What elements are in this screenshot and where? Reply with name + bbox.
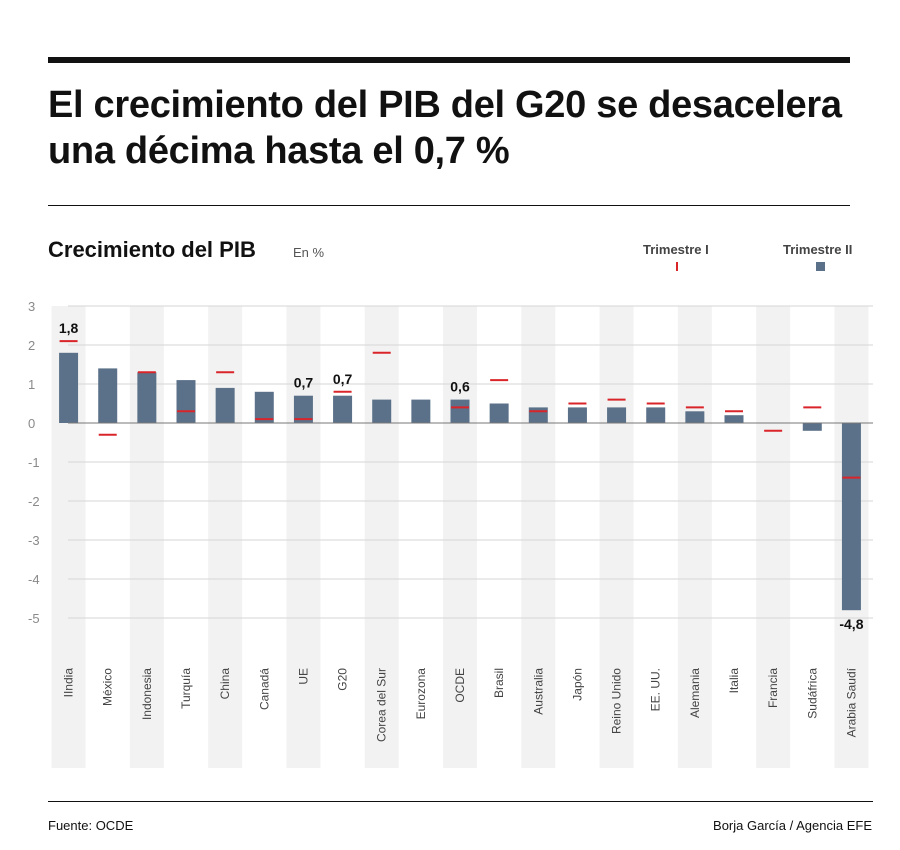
y-tick-label: -3 (28, 533, 40, 548)
category-band (364, 306, 399, 768)
bar (411, 399, 431, 423)
bar (59, 352, 79, 423)
y-tick-label: -1 (28, 455, 40, 470)
data-label: 0,7 (294, 375, 314, 391)
x-tick-label: Canadá (257, 668, 271, 710)
top-rule (48, 57, 850, 63)
markers-trimestre-1 (59, 340, 861, 479)
x-tick-label: México (101, 668, 115, 706)
bar (489, 403, 509, 423)
bar (333, 395, 353, 423)
bar (567, 407, 587, 423)
x-tick-label: UE (296, 668, 310, 685)
data-label: -4,8 (839, 616, 863, 632)
bar (724, 415, 744, 423)
bar (293, 395, 313, 423)
y-tick-label: 3 (28, 299, 35, 314)
y-tick-label: -5 (28, 611, 40, 626)
category-band (677, 306, 712, 768)
x-tick-label: Corea del Sur (375, 668, 389, 742)
x-tick-label: Francia (766, 668, 780, 708)
x-axis-category-labels: IIndia México Indonesia Turquía China Canadá U… (62, 667, 859, 742)
gdp-growth-chart: 3 2 1 0 -1 -2 -3 -4 -5 1,8 0,7 0,7 0,6 -4,8 IIndia Mé… (28, 299, 873, 768)
bar (841, 423, 861, 611)
x-tick-label: China (218, 668, 232, 700)
y-axis-tick-labels: 3 2 1 0 -1 -2 -3 -4 -5 (28, 299, 40, 626)
x-tick-label: G20 (336, 668, 350, 691)
source-note: Fuente: OCDE (48, 818, 134, 833)
x-tick-label: Arabia Saudí (844, 667, 858, 737)
bar (372, 399, 392, 423)
x-tick-label: Eurozona (414, 668, 428, 720)
legend-marker-trimestre-1 (676, 262, 678, 271)
footer-divider (48, 801, 873, 802)
x-tick-label: Sudáfrica (805, 668, 819, 719)
x-tick-label: OCDE (453, 668, 467, 703)
legend-label-trimestre-2: Trimestre II (783, 242, 853, 257)
bar (802, 423, 822, 431)
x-tick-label: IIndia (62, 668, 76, 698)
bar (685, 411, 705, 423)
data-label: 0,7 (333, 371, 353, 387)
y-tick-label: -4 (28, 572, 40, 587)
y-tick-label: 0 (28, 416, 35, 431)
category-band (443, 306, 477, 768)
data-label: 0,6 (450, 379, 470, 395)
gridlines (68, 305, 873, 619)
category-band (521, 306, 556, 768)
chart-title: Crecimiento del PIB (48, 237, 256, 262)
x-tick-label: Turquía (179, 668, 193, 709)
page-title: El crecimiento del PIB del G20 se desace… (48, 84, 842, 172)
bar (137, 372, 157, 423)
category-band (599, 306, 634, 768)
y-tick-label: 1 (28, 377, 35, 392)
title-divider (48, 205, 850, 206)
x-tick-label: Australia (531, 668, 545, 715)
bar (254, 391, 274, 423)
x-tick-label: Alemania (688, 668, 702, 718)
bar (98, 368, 118, 423)
legend-label-trimestre-1: Trimestre I (643, 242, 709, 257)
bar (215, 387, 235, 423)
category-band (756, 306, 791, 768)
bar (176, 380, 196, 423)
y-tick-label: -2 (28, 494, 40, 509)
chart-unit: En % (293, 245, 325, 260)
credit-note: Borja García / Agencia EFE (713, 818, 872, 833)
bar (646, 407, 666, 423)
bar (450, 399, 470, 423)
data-label: 1,8 (59, 320, 79, 336)
category-band (208, 306, 243, 768)
data-labels: 1,8 0,7 0,7 0,6 -4,8 (59, 320, 864, 632)
bars-trimestre-2 (59, 352, 861, 611)
x-tick-label: Reino Unido (610, 668, 624, 734)
category-bands (51, 306, 869, 768)
x-tick-label: EE. UU. (649, 668, 663, 711)
category-band (286, 306, 321, 768)
bar (528, 407, 548, 423)
y-tick-label: 2 (28, 338, 35, 353)
legend-marker-trimestre-2 (816, 262, 825, 271)
x-tick-label: Italia (727, 668, 741, 694)
x-tick-label: Japón (570, 668, 584, 701)
x-tick-label: Brasil (492, 668, 506, 698)
x-tick-label: Indonesia (140, 668, 154, 720)
bar (607, 407, 627, 423)
